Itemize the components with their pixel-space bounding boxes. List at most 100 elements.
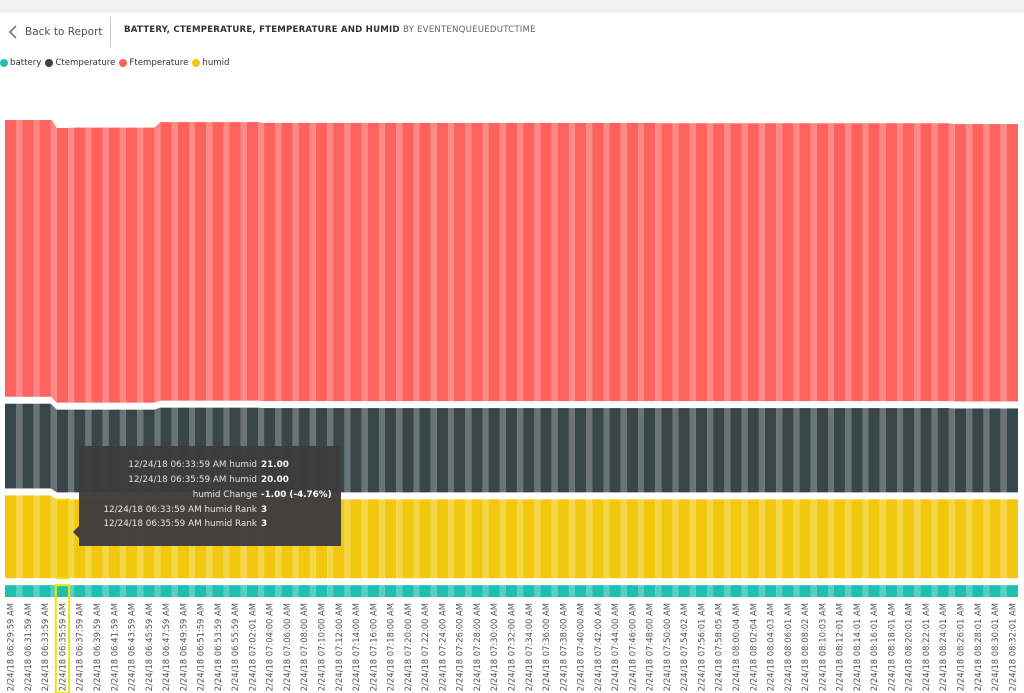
bar-ftemperature[interactable] <box>229 122 241 401</box>
bar-battery[interactable] <box>91 585 103 597</box>
bar-humid[interactable] <box>782 499 794 579</box>
bar-ftemperature[interactable] <box>333 122 345 402</box>
bar-ftemperature[interactable] <box>160 122 172 401</box>
bar-ftemperature[interactable] <box>713 123 725 402</box>
bar-ftemperature[interactable] <box>402 122 414 402</box>
legend-item-humid[interactable]: humid <box>192 58 229 68</box>
bar-humid[interactable] <box>39 495 51 579</box>
bar-ftemperature[interactable] <box>903 123 915 402</box>
bar-ftemperature[interactable] <box>954 124 967 402</box>
bar-ftemperature[interactable] <box>592 122 604 402</box>
bar-ctemperature[interactable] <box>436 408 449 493</box>
bar-humid[interactable] <box>419 499 431 579</box>
bar-humid[interactable] <box>937 499 949 579</box>
bar-battery[interactable] <box>315 585 328 597</box>
bar-humid[interactable] <box>903 499 915 579</box>
bar-ftemperature[interactable] <box>833 123 846 402</box>
bar-ctemperature[interactable] <box>592 408 604 493</box>
bar-humid[interactable] <box>747 499 759 579</box>
bar-battery[interactable] <box>764 585 777 597</box>
bar-humid[interactable] <box>384 499 397 579</box>
bar-battery[interactable] <box>574 585 587 597</box>
bar-ctemperature[interactable] <box>523 408 535 493</box>
bar-humid[interactable] <box>799 499 811 579</box>
bar-ftemperature[interactable] <box>920 123 932 402</box>
bar-humid[interactable] <box>22 495 34 579</box>
bar-humid[interactable] <box>367 499 379 579</box>
bar-ftemperature[interactable] <box>609 122 621 402</box>
bar-ctemperature[interactable] <box>782 408 794 493</box>
bar-battery[interactable] <box>177 585 189 597</box>
bar-battery[interactable] <box>125 585 138 597</box>
bar-ctemperature[interactable] <box>833 408 846 493</box>
bar-battery[interactable] <box>730 585 742 597</box>
bar-battery[interactable] <box>643 585 656 597</box>
bar-ftemperature[interactable] <box>626 122 639 402</box>
bar-humid[interactable] <box>764 499 777 579</box>
bar-battery[interactable] <box>799 585 811 597</box>
bar-humid[interactable] <box>56 499 69 579</box>
bar-ctemperature[interactable] <box>920 408 932 493</box>
bar-ftemperature[interactable] <box>56 128 69 403</box>
bar-ctemperature[interactable] <box>39 403 51 489</box>
bar-ftemperature[interactable] <box>125 127 138 403</box>
bar-ctemperature[interactable] <box>609 408 621 493</box>
bar-ftemperature[interactable] <box>143 127 155 403</box>
bar-humid[interactable] <box>868 499 880 579</box>
bar-humid[interactable] <box>540 499 552 579</box>
bar-battery[interactable] <box>298 585 310 597</box>
bar-battery[interactable] <box>333 585 345 597</box>
bar-ctemperature[interactable] <box>954 408 967 493</box>
bar-battery[interactable] <box>22 585 34 597</box>
bar-ctemperature[interactable] <box>5 403 17 489</box>
bar-ctemperature[interactable] <box>868 408 880 493</box>
bar-ctemperature[interactable] <box>764 408 777 493</box>
bar-battery[interactable] <box>903 585 915 597</box>
bar-ctemperature[interactable] <box>816 408 828 493</box>
legend-item-ctemperature[interactable]: Ctemperature <box>45 58 115 68</box>
bar-battery[interactable] <box>626 585 639 597</box>
bar-humid[interactable] <box>695 499 708 579</box>
bar-humid[interactable] <box>557 499 569 579</box>
bar-battery[interactable] <box>39 585 51 597</box>
bar-ftemperature[interactable] <box>782 123 794 402</box>
bar-ftemperature[interactable] <box>74 127 86 403</box>
bar-battery[interactable] <box>454 585 466 597</box>
bar-ctemperature[interactable] <box>626 408 639 493</box>
bar-ctemperature[interactable] <box>540 408 552 493</box>
bar-battery[interactable] <box>557 585 569 597</box>
bar-battery[interactable] <box>661 585 673 597</box>
bar-battery[interactable] <box>540 585 552 597</box>
bar-battery[interactable] <box>505 585 518 597</box>
bar-humid[interactable] <box>972 499 984 579</box>
bar-ftemperature[interactable] <box>747 123 759 402</box>
bar-ftemperature[interactable] <box>264 122 276 402</box>
bar-ftemperature[interactable] <box>540 122 552 402</box>
bar-ftemperature[interactable] <box>678 123 690 402</box>
bar-ctemperature[interactable] <box>695 408 708 493</box>
bar-ctemperature[interactable] <box>799 408 811 493</box>
bar-humid[interactable] <box>592 499 604 579</box>
bar-ctemperature[interactable] <box>661 408 673 493</box>
bar-ftemperature[interactable] <box>350 122 362 402</box>
bar-humid[interactable] <box>833 499 846 579</box>
bar-battery[interactable] <box>954 585 967 597</box>
bar-battery[interactable] <box>212 585 224 597</box>
bar-battery[interactable] <box>229 585 241 597</box>
bar-battery[interactable] <box>281 585 293 597</box>
bar-ftemperature[interactable] <box>557 122 569 402</box>
bar-battery[interactable] <box>436 585 449 597</box>
bar-humid[interactable] <box>661 499 673 579</box>
bar-ctemperature[interactable] <box>22 403 34 489</box>
bar-humid[interactable] <box>643 499 656 579</box>
legend-item-ftemperature[interactable]: Ftemperature <box>119 58 188 68</box>
bar-battery[interactable] <box>816 585 828 597</box>
bar-ftemperature[interactable] <box>661 123 673 402</box>
ribbon-chart[interactable]: 2/24/18 06:29:59 AM 2/24/18 06:31:59 AM 2/… <box>0 120 1024 693</box>
bar-battery[interactable] <box>350 585 362 597</box>
bar-ctemperature[interactable] <box>384 408 397 493</box>
bar-battery[interactable] <box>160 585 172 597</box>
legend-item-battery[interactable]: battery <box>0 58 41 68</box>
bar-battery[interactable] <box>74 585 86 597</box>
bar-ftemperature[interactable] <box>972 124 984 402</box>
